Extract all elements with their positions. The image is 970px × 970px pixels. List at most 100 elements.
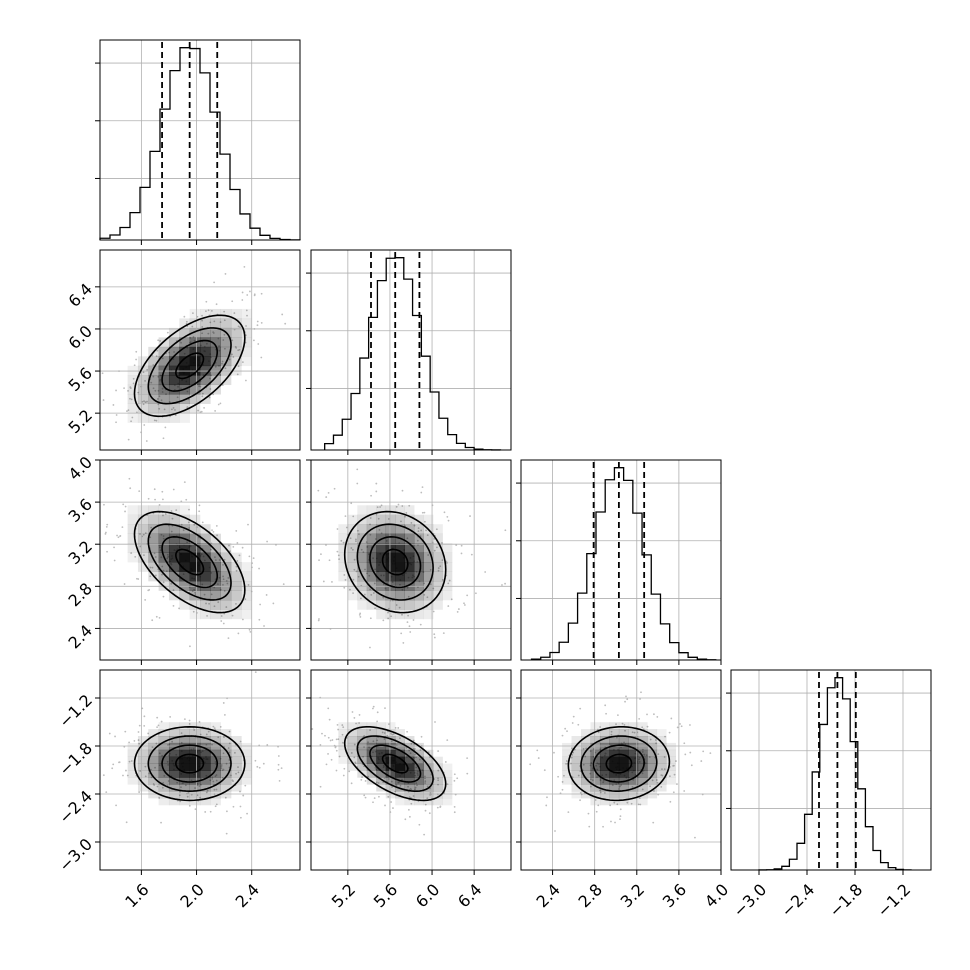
density-cell bbox=[395, 590, 405, 601]
density-cell bbox=[179, 375, 190, 386]
scatter-point bbox=[126, 774, 129, 777]
scatter-point bbox=[641, 788, 644, 791]
density-cell bbox=[231, 736, 242, 744]
scatter-point bbox=[265, 594, 268, 596]
density-cell bbox=[137, 784, 149, 792]
scatter-point bbox=[342, 774, 345, 777]
histogram-step bbox=[758, 677, 912, 871]
scatter-point bbox=[624, 700, 626, 703]
scatter-point bbox=[127, 409, 130, 412]
scatter-point bbox=[624, 729, 626, 732]
density-cell bbox=[189, 609, 201, 620]
scatter-point bbox=[221, 384, 224, 386]
density-cell bbox=[189, 791, 201, 799]
scatter-point bbox=[395, 784, 398, 787]
density-cell bbox=[423, 562, 434, 572]
scatter-point bbox=[129, 387, 132, 390]
scatter-point bbox=[702, 750, 705, 753]
density-cell bbox=[385, 777, 396, 785]
scatter-point bbox=[248, 555, 251, 558]
scatter-point bbox=[456, 611, 459, 613]
scatter-point bbox=[124, 730, 127, 733]
density-cell bbox=[168, 742, 180, 751]
scatter-point bbox=[124, 505, 127, 508]
density-cell bbox=[158, 505, 170, 516]
contour-line bbox=[343, 510, 447, 614]
scatter-point bbox=[433, 633, 436, 636]
scatter-point bbox=[501, 584, 503, 586]
scatter-point bbox=[194, 787, 196, 789]
scatter-point bbox=[241, 291, 244, 294]
scatter-point bbox=[420, 735, 423, 738]
histogram-panel-frame bbox=[310, 249, 512, 451]
scatter-point bbox=[257, 343, 260, 345]
scatter-point bbox=[410, 788, 413, 791]
density-cell bbox=[158, 749, 170, 757]
density-layer bbox=[101, 265, 712, 839]
scatter-point bbox=[180, 732, 183, 735]
scatter-point bbox=[241, 361, 244, 364]
density-cell bbox=[148, 742, 159, 751]
scatter-point bbox=[192, 312, 194, 315]
density-cell bbox=[562, 777, 572, 785]
scatter-point bbox=[331, 581, 333, 583]
scatter-point bbox=[424, 782, 426, 784]
scatter-point bbox=[135, 350, 138, 353]
scatter-point bbox=[231, 779, 234, 782]
contour-line bbox=[343, 726, 447, 802]
x-tick-label: 6.4 bbox=[454, 880, 485, 911]
scatter-point bbox=[343, 767, 346, 770]
scatter-point bbox=[351, 548, 354, 551]
scatter-point bbox=[418, 823, 421, 826]
scatter-point bbox=[423, 520, 426, 523]
scatter-point bbox=[194, 808, 197, 811]
scatter-point bbox=[154, 574, 157, 577]
density-cell bbox=[599, 722, 610, 730]
density-cell bbox=[404, 562, 415, 572]
density-cell bbox=[404, 590, 415, 601]
density-cell bbox=[442, 571, 453, 582]
scatter-point bbox=[230, 774, 232, 777]
density-cell bbox=[148, 749, 159, 757]
scatter-point bbox=[372, 801, 374, 804]
scatter-point bbox=[152, 387, 155, 390]
scatter-point bbox=[589, 778, 592, 781]
scatter-point bbox=[171, 517, 174, 520]
density-cell bbox=[158, 356, 170, 367]
scatter-point bbox=[130, 552, 133, 554]
density-cell bbox=[200, 356, 211, 367]
scatter-point bbox=[394, 790, 397, 793]
density-cell bbox=[179, 729, 190, 737]
scatter-point bbox=[350, 502, 353, 505]
scatter-point bbox=[162, 595, 165, 598]
scatter-point bbox=[432, 587, 435, 590]
scatter-point bbox=[239, 326, 241, 329]
density-cell bbox=[210, 552, 221, 563]
density-cell bbox=[571, 777, 582, 785]
density-cell bbox=[647, 742, 658, 751]
density-cell bbox=[366, 763, 377, 771]
scatter-point bbox=[456, 777, 459, 780]
scatter-point bbox=[144, 599, 147, 601]
y-tick-label: 3.2 bbox=[65, 537, 96, 568]
density-cell bbox=[599, 777, 610, 785]
scatter-point bbox=[372, 707, 374, 710]
density-cell bbox=[590, 736, 601, 744]
x-tick-label: 6.0 bbox=[412, 880, 443, 911]
scatter-point bbox=[254, 671, 257, 673]
x-tick-label: 5.6 bbox=[370, 880, 401, 911]
density-cell bbox=[231, 784, 242, 792]
scatter-point bbox=[211, 743, 213, 746]
contour-line bbox=[580, 735, 658, 792]
scatter-point bbox=[330, 758, 333, 761]
scatter-point bbox=[122, 774, 124, 777]
scatter-point bbox=[437, 783, 439, 786]
scatter-point bbox=[649, 738, 652, 741]
scatter-point bbox=[619, 818, 621, 821]
density-cell bbox=[200, 375, 211, 386]
density-cell bbox=[137, 394, 149, 404]
density-cell bbox=[210, 590, 221, 601]
density-cell bbox=[376, 777, 387, 785]
density-cell bbox=[231, 318, 242, 329]
x-tick-label: 3.2 bbox=[617, 880, 648, 911]
